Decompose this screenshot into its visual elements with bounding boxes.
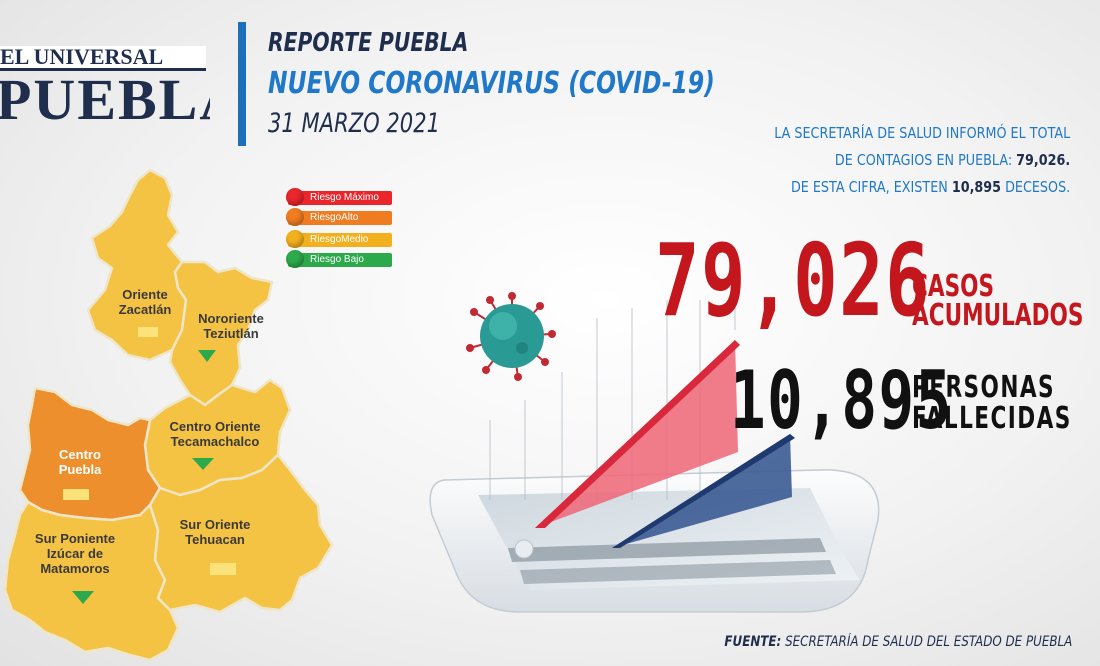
header-divider bbox=[238, 22, 246, 146]
tablet-chart-illustration bbox=[429, 292, 880, 613]
cases-label: CASOS ACUMULADOS bbox=[912, 269, 1084, 333]
cases-value: 79,026 bbox=[655, 222, 932, 339]
puebla-region-map bbox=[3, 168, 334, 662]
legend-dot-red bbox=[286, 188, 304, 206]
marker-zacatlan bbox=[138, 327, 158, 337]
legend-dot-yellow bbox=[286, 230, 304, 248]
legend-riesgo-medio: RiesgoMedio bbox=[286, 230, 392, 248]
logo-bottom: PUEBLA bbox=[0, 70, 210, 130]
region-sur-oriente bbox=[148, 453, 334, 614]
deaths-label: PERSONAS FALLECIDAS bbox=[912, 370, 1072, 436]
label-sur-poniente: Sur Poniente Izúcar de Matamoros bbox=[34, 531, 116, 576]
info-line-3: DE ESTA CIFRA, EXISTEN 10,895 DECESOS. bbox=[790, 178, 1070, 196]
marker-centro-puebla bbox=[63, 489, 89, 500]
info-text: LA SECRETARÍA DE SALUD INFORMÓ EL TOTAL … bbox=[774, 120, 1070, 201]
label-sur-oriente: Sur Oriente Tehuacan bbox=[179, 517, 251, 547]
label-nororiente-teziutlan: Nororiente Teziutlán bbox=[198, 311, 264, 341]
tablet-home-button bbox=[514, 539, 534, 559]
virus-icon bbox=[466, 292, 556, 381]
legend-riesgo-bajo: Riesgo Bajo bbox=[286, 250, 392, 268]
header-title: REPORTE PUEBLA bbox=[268, 28, 469, 58]
legend-dot-orange bbox=[286, 208, 304, 226]
header-subtitle: NUEVO CORONAVIRUS (COVID-19) bbox=[268, 66, 715, 101]
region-sur-poniente bbox=[3, 500, 180, 662]
source-note: FUENTE: SECRETARÍA DE SALUD DEL ESTADO D… bbox=[724, 634, 1072, 650]
info-line-1: LA SECRETARÍA DE SALUD INFORMÓ EL TOTAL bbox=[774, 124, 1070, 142]
header-date: 31 MARZO 2021 bbox=[268, 108, 441, 139]
label-centro-puebla: Centro Puebla bbox=[58, 447, 102, 477]
legend-dot-green bbox=[286, 250, 304, 268]
triangle-izucar bbox=[72, 591, 94, 604]
legend-riesgo-alto: RiesgoAlto bbox=[286, 208, 392, 226]
marker-tehuacan bbox=[210, 563, 236, 575]
label-centro-oriente: Centro Oriente Tecamachalco bbox=[169, 419, 261, 449]
triangle-teziutlan bbox=[198, 350, 216, 362]
legend-riesgo-maximo: Riesgo Máximo bbox=[286, 188, 392, 206]
triangle-tecamachalco bbox=[192, 458, 214, 470]
label-oriente-zacatlan: Oriente Zacatlán bbox=[118, 287, 172, 317]
region-oriente-zacatlan bbox=[86, 168, 188, 362]
logo-top: EL UNIVERSAL bbox=[0, 46, 206, 71]
deaths-value: 10,895 bbox=[730, 354, 953, 447]
info-line-2: DE CONTAGIOS EN PUEBLA: 79,026. bbox=[834, 151, 1070, 169]
